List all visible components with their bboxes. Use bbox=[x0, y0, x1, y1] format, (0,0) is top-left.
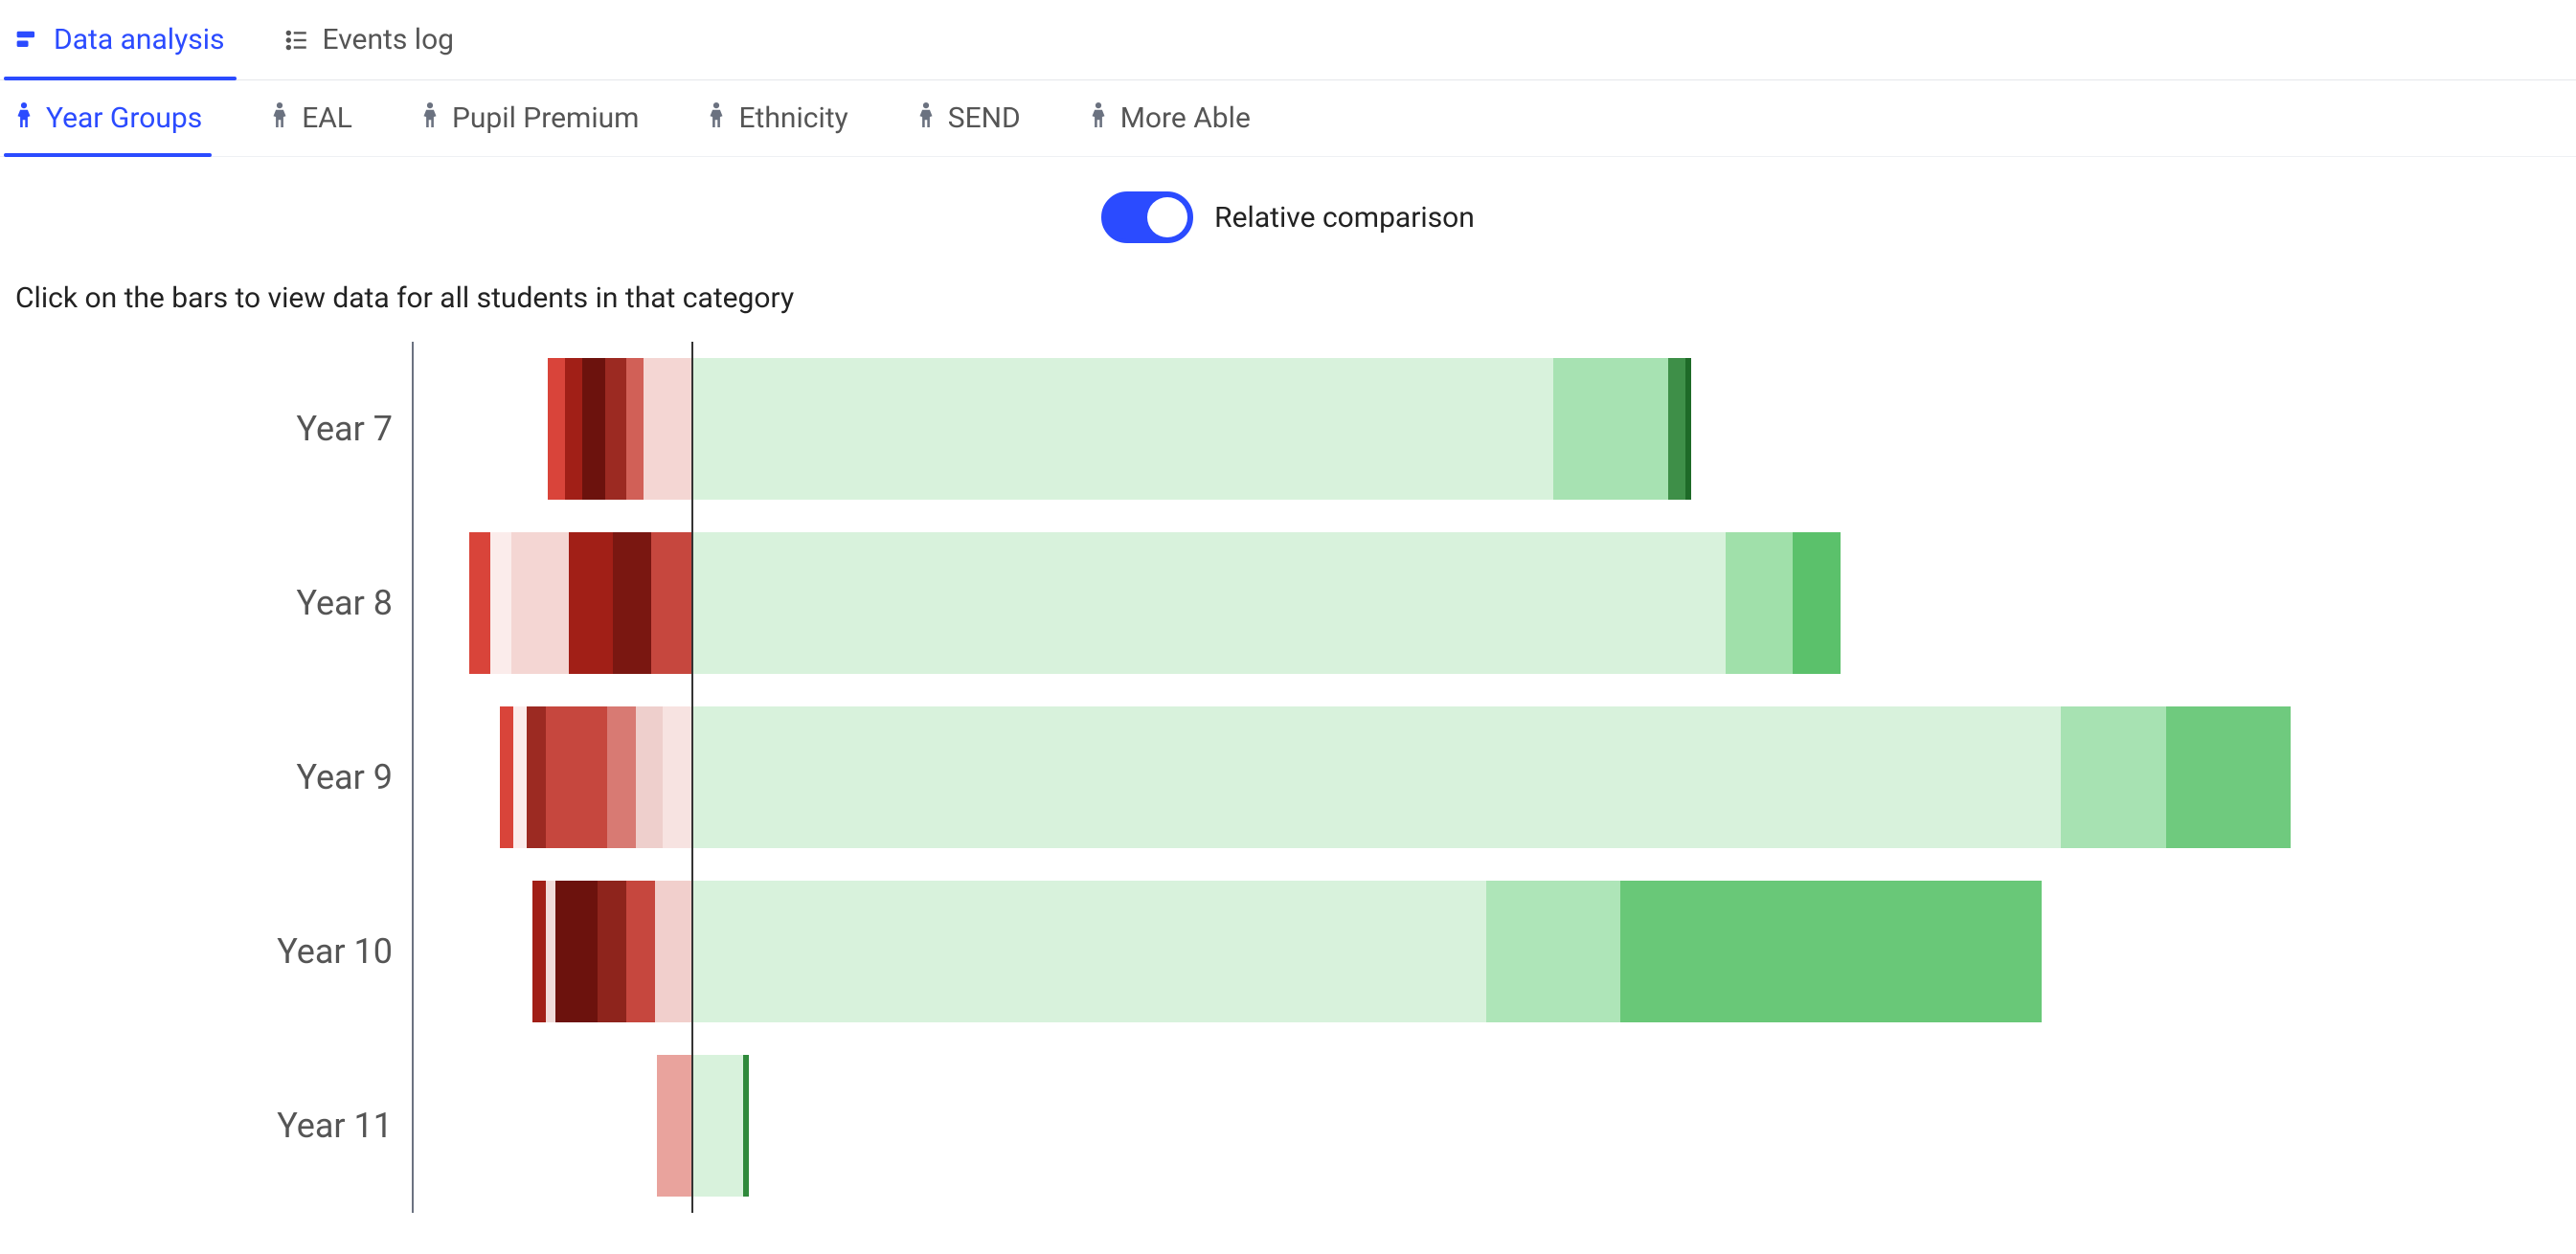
bar-segment-negative[interactable] bbox=[548, 358, 565, 500]
bar-segment-negative[interactable] bbox=[644, 358, 691, 500]
chart-row-label: Year 11 bbox=[0, 1106, 393, 1146]
diverging-bar-chart: Year 7Year 8Year 9Year 10Year 11 bbox=[0, 342, 2576, 1213]
bar-segment-negative[interactable] bbox=[651, 532, 691, 674]
bar-segment-positive[interactable] bbox=[1685, 358, 1691, 500]
bar-segment-negative[interactable] bbox=[513, 706, 527, 848]
bar-segment-negative[interactable] bbox=[663, 706, 691, 848]
tab-label: Events log bbox=[323, 23, 454, 56]
bar-segment-negative[interactable] bbox=[511, 532, 569, 674]
bar-segment-positive[interactable] bbox=[1620, 881, 2042, 1022]
bar-segment-positive[interactable] bbox=[2166, 706, 2291, 848]
person-icon bbox=[915, 101, 937, 135]
subtab-ethnicity[interactable]: Ethnicity bbox=[696, 80, 857, 156]
chart-bar[interactable] bbox=[412, 532, 2557, 674]
chart-row-label: Year 7 bbox=[0, 409, 393, 449]
bar-segment-negative[interactable] bbox=[626, 358, 644, 500]
bar-segment-positive[interactable] bbox=[691, 532, 1726, 674]
bar-segment-negative[interactable] bbox=[657, 1055, 691, 1197]
zero-axis-line bbox=[691, 864, 693, 1039]
bar-segment-positive[interactable] bbox=[1726, 532, 1793, 674]
toggle-row: Relative comparison bbox=[0, 157, 2576, 262]
subtab-label: Ethnicity bbox=[738, 101, 847, 135]
subtab-eal[interactable]: EAL bbox=[260, 80, 362, 156]
chart-bar[interactable] bbox=[412, 358, 2557, 500]
bar-segment-positive[interactable] bbox=[1486, 881, 1620, 1022]
bar-segment-negative[interactable] bbox=[532, 881, 546, 1022]
bar-segment-positive[interactable] bbox=[743, 1055, 749, 1197]
bar-segment-negative[interactable] bbox=[607, 706, 636, 848]
bar-segment-positive[interactable] bbox=[691, 358, 1553, 500]
bar-segment-negative[interactable] bbox=[527, 706, 546, 848]
bar-segment-negative[interactable] bbox=[555, 881, 598, 1022]
zero-axis-line bbox=[691, 690, 693, 864]
bar-segment-negative[interactable] bbox=[582, 358, 605, 500]
person-icon bbox=[419, 101, 441, 135]
tab-label: Data analysis bbox=[54, 23, 225, 56]
chart-bar[interactable] bbox=[412, 881, 2557, 1022]
bar-segment-negative[interactable] bbox=[490, 532, 511, 674]
subtab-label: Year Groups bbox=[46, 101, 202, 135]
person-icon bbox=[13, 101, 34, 135]
bar-segment-positive[interactable] bbox=[691, 1055, 743, 1197]
chart-row[interactable]: Year 11 bbox=[412, 1039, 2557, 1213]
bar-segment-positive[interactable] bbox=[691, 881, 1486, 1022]
sub-tab-row: Year Groups EAL Pupil Premium Ethnicity … bbox=[0, 80, 2576, 157]
chart-row-label: Year 8 bbox=[0, 583, 393, 623]
bar-segment-negative[interactable] bbox=[613, 532, 651, 674]
subtab-label: More Able bbox=[1120, 101, 1251, 135]
chart-row[interactable]: Year 9 bbox=[412, 690, 2557, 864]
list-icon bbox=[284, 28, 309, 53]
bar-segment-negative[interactable] bbox=[469, 532, 490, 674]
tab-data-analysis[interactable]: Data analysis bbox=[10, 0, 231, 79]
bar-segment-negative[interactable] bbox=[636, 706, 663, 848]
top-tab-row: Data analysis Events log bbox=[0, 0, 2576, 80]
bar-segment-negative[interactable] bbox=[626, 881, 655, 1022]
subtab-send[interactable]: SEND bbox=[906, 80, 1030, 156]
bar-segment-negative[interactable] bbox=[546, 881, 555, 1022]
chart-row[interactable]: Year 10 bbox=[412, 864, 2557, 1039]
bar-segment-positive[interactable] bbox=[691, 706, 2061, 848]
subtab-pupil-premium[interactable]: Pupil Premium bbox=[410, 80, 649, 156]
bar-segment-negative[interactable] bbox=[565, 358, 582, 500]
chart-row[interactable]: Year 7 bbox=[412, 342, 2557, 516]
subtab-label: SEND bbox=[948, 101, 1021, 135]
bar-segment-negative[interactable] bbox=[655, 881, 691, 1022]
tab-events-log[interactable]: Events log bbox=[279, 0, 460, 79]
bar-segment-positive[interactable] bbox=[1668, 358, 1685, 500]
toggle-label: Relative comparison bbox=[1214, 201, 1475, 235]
toggle-knob bbox=[1147, 197, 1187, 237]
bar-segment-positive[interactable] bbox=[1553, 358, 1668, 500]
bar-segment-negative[interactable] bbox=[500, 706, 513, 848]
bar-segment-negative[interactable] bbox=[598, 881, 626, 1022]
chart-bar[interactable] bbox=[412, 1055, 2557, 1197]
zero-axis-line bbox=[691, 342, 693, 516]
subtab-label: EAL bbox=[302, 101, 352, 135]
bar-segment-negative[interactable] bbox=[605, 358, 626, 500]
bar-segment-positive[interactable] bbox=[2061, 706, 2166, 848]
person-icon bbox=[269, 101, 290, 135]
bar-segment-negative[interactable] bbox=[569, 532, 613, 674]
zero-axis-line bbox=[691, 1039, 693, 1213]
subtab-label: Pupil Premium bbox=[452, 101, 640, 135]
analysis-icon bbox=[15, 28, 40, 53]
person-icon bbox=[706, 101, 727, 135]
bar-segment-positive[interactable] bbox=[1793, 532, 1841, 674]
relative-comparison-toggle[interactable] bbox=[1101, 191, 1193, 243]
chart-bar[interactable] bbox=[412, 706, 2557, 848]
subtab-year-groups[interactable]: Year Groups bbox=[4, 80, 212, 156]
zero-axis-line bbox=[691, 516, 693, 690]
chart-row-label: Year 9 bbox=[0, 757, 393, 797]
person-icon bbox=[1088, 101, 1109, 135]
bar-segment-negative[interactable] bbox=[546, 706, 607, 848]
chart-row-label: Year 10 bbox=[0, 931, 393, 972]
subtab-more-able[interactable]: More Able bbox=[1078, 80, 1260, 156]
chart-hint-text: Click on the bars to view data for all s… bbox=[0, 262, 2576, 342]
chart-row[interactable]: Year 8 bbox=[412, 516, 2557, 690]
